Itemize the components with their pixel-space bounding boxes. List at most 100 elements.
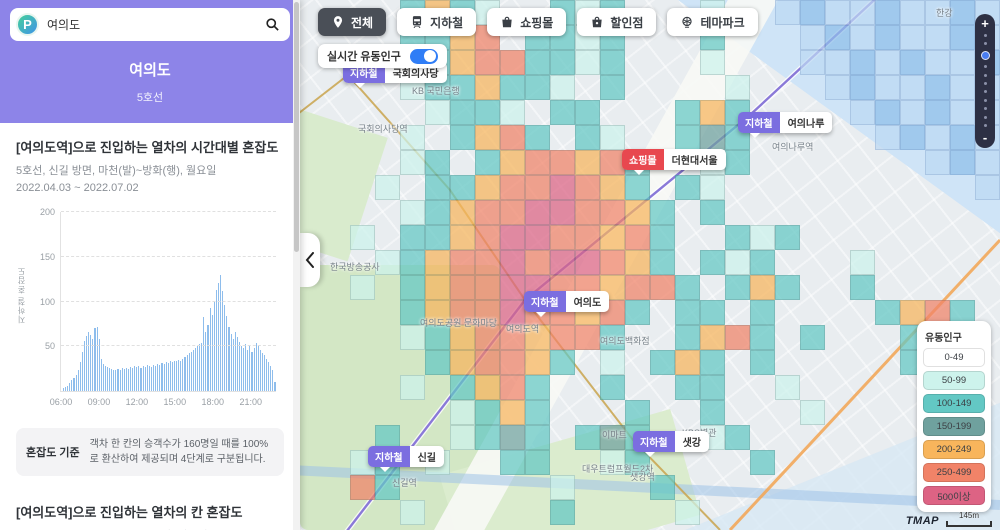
- sidebar-collapse-button[interactable]: [300, 233, 320, 287]
- heat-cell: [500, 400, 525, 425]
- heat-cell: [725, 75, 750, 100]
- chart-x-tick: 15:00: [163, 397, 187, 407]
- chart-bar: [224, 305, 226, 391]
- sidebar-scrollbar[interactable]: [293, 0, 300, 530]
- map-footer: TMAP 145m: [906, 511, 992, 527]
- heat-cell: [575, 100, 600, 125]
- heat-cell: [475, 425, 500, 450]
- heat-cell: [425, 300, 450, 325]
- filter-button[interactable]: 전체: [318, 8, 387, 36]
- heat-cell: [525, 225, 550, 250]
- chart-gridline: 100: [40, 297, 276, 307]
- search-icon[interactable]: [265, 17, 280, 32]
- filter-button[interactable]: 할인점: [577, 8, 657, 36]
- heat-cell: [400, 500, 425, 525]
- filter-label: 지하철: [430, 15, 464, 30]
- zoom-out-button[interactable]: -: [982, 130, 988, 145]
- chart-bar: [169, 361, 171, 391]
- chart-plot-area: 50 100 150 200 06:00 09:00 12:00 15:00 18:00 21:0…: [40, 207, 276, 407]
- heat-cell: [825, 0, 850, 25]
- zoom-slider-dot: [983, 107, 987, 111]
- zoom-slider[interactable]: [980, 30, 990, 131]
- map-badge[interactable]: 쇼핑몰 더현대서울: [622, 149, 726, 175]
- chart-bar: [217, 282, 220, 391]
- heat-cell: [600, 225, 625, 250]
- scale-label: 145m: [958, 511, 980, 520]
- filter-button[interactable]: 테마파크: [667, 8, 758, 36]
- map-place-label: 샛강역: [630, 472, 655, 482]
- badge-category: 지하철: [524, 291, 566, 312]
- heat-cell: [925, 300, 950, 325]
- heat-cell: [600, 200, 625, 225]
- heat-cell: [475, 300, 500, 325]
- heat-cell: [450, 75, 475, 100]
- heat-cell: [875, 0, 900, 25]
- realtime-toggle-switch[interactable]: [409, 48, 438, 64]
- heat-cell: [700, 400, 725, 425]
- train-icon: [413, 16, 422, 28]
- heat-cell: [400, 225, 425, 250]
- zoom-in-button[interactable]: +: [981, 16, 989, 31]
- filter-label: 쇼핑몰: [520, 15, 554, 30]
- chart-bar: [88, 331, 90, 391]
- search-input[interactable]: [47, 17, 257, 32]
- chart-bar: [274, 382, 276, 391]
- heat-cell: [825, 75, 850, 100]
- heat-cell: [800, 0, 825, 25]
- heat-cell: [700, 175, 725, 200]
- sidebar-header: P 여의도 5호선: [0, 0, 300, 123]
- criteria-note: 혼잡도 기준 객차 한 칸의 승객수가 160명일 때를 100%로 환산하여 …: [16, 428, 284, 476]
- chart-bar: [261, 353, 263, 391]
- search-bar[interactable]: P: [10, 8, 290, 41]
- chart-bar: [132, 367, 134, 391]
- map-badge[interactable]: 지하철 여의도: [524, 291, 610, 317]
- chart-y-tick: 50: [44, 341, 55, 352]
- heat-cell: [875, 50, 900, 75]
- heat-cell: [525, 250, 550, 275]
- chart-bar: [157, 364, 159, 391]
- map-badge[interactable]: 지하철 여의나루: [738, 112, 833, 138]
- filter-label: 전체: [351, 15, 374, 30]
- heat-cell: [900, 300, 925, 325]
- heat-cell: [950, 300, 975, 325]
- chart-bar: [205, 331, 207, 391]
- heat-cell: [550, 250, 575, 275]
- map-canvas[interactable]: 국회의사당역 KB 국민은행 여의나루역 여의도역 여의도백화점 여의도공원 문화마당 한국…: [300, 0, 1000, 530]
- filter-button[interactable]: 지하철: [397, 8, 477, 36]
- heat-cell: [675, 125, 700, 150]
- chart-bar: [259, 349, 261, 391]
- heat-cell: [975, 150, 1000, 175]
- filter-button[interactable]: 쇼핑몰: [487, 8, 567, 36]
- map-badge[interactable]: 지하철 샛강: [633, 431, 710, 457]
- filter-label: 테마파크: [700, 15, 745, 30]
- map-badge[interactable]: 지하철 신길: [368, 446, 445, 472]
- heat-cell: [500, 350, 525, 375]
- heat-cell: [875, 125, 900, 150]
- heat-cell: [800, 25, 825, 50]
- heat-cell: [900, 25, 925, 50]
- chart-bar: [167, 363, 169, 391]
- category-filter-bar: 전체 지하철 쇼핑몰 할인점 테마파크: [318, 8, 758, 36]
- chart-bar: [136, 366, 138, 391]
- heat-cell: [900, 125, 925, 150]
- heat-cell: [775, 225, 800, 250]
- heat-cell: [500, 75, 525, 100]
- zoom-slider-handle[interactable]: [980, 50, 990, 60]
- chart-bar: [75, 374, 77, 391]
- chart-bar: [67, 385, 69, 391]
- chart-bar: [201, 342, 203, 391]
- heat-cell: [625, 275, 650, 300]
- chart-bar: [182, 358, 184, 391]
- legend-item: 250-499: [923, 463, 985, 482]
- chart-bar: [251, 351, 253, 391]
- heat-cell: [400, 300, 425, 325]
- chart-bar: [98, 339, 100, 391]
- chart-bar: [163, 364, 165, 391]
- heat-cell: [500, 450, 525, 475]
- scrollbar-thumb[interactable]: [294, 2, 299, 252]
- badge-category: 지하철: [633, 431, 675, 452]
- heat-cell: [900, 50, 925, 75]
- map-place-label: 국회의사당역: [358, 124, 408, 134]
- heat-cell: [925, 50, 950, 75]
- legend-title: 유동인구: [925, 333, 962, 344]
